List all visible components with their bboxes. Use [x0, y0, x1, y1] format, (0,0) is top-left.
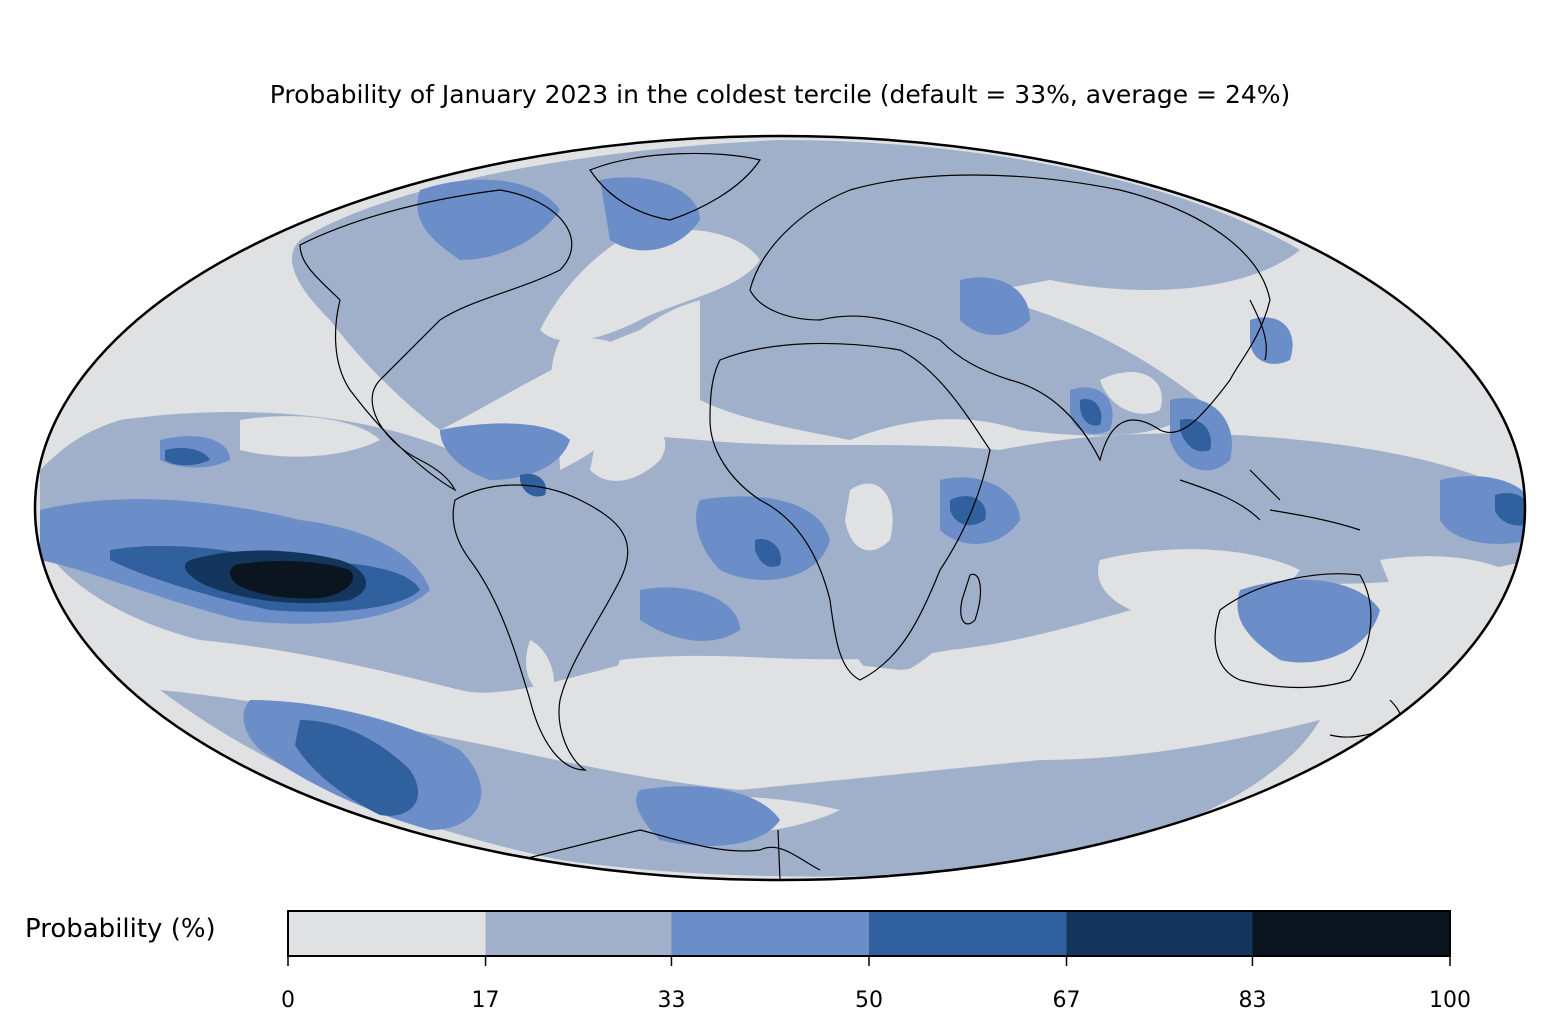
colorbar-tick-label: 83	[1238, 988, 1267, 1013]
colorbar-label: Probability (%)	[25, 914, 216, 944]
colorbar-bin-0	[288, 911, 487, 956]
colorbar-tick-label: 33	[657, 988, 686, 1013]
band-33-50	[40, 177, 1525, 846]
globe-outline	[33, 134, 1527, 882]
coastlines	[299, 152, 1403, 880]
colorbar-tick-label: 50	[855, 988, 883, 1013]
band-0-17	[130, 229, 1520, 834]
colorbar-bin-2	[671, 911, 870, 956]
colorbar-tick-label: 17	[471, 988, 500, 1013]
colorbar-bin-1	[485, 911, 672, 956]
colorbar-bin-5	[1252, 911, 1451, 956]
map-title: Probability of January 2023 in the colde…	[269, 80, 1291, 109]
colorbar-tick-label: 0	[281, 988, 295, 1013]
probability-fields	[40, 140, 1525, 877]
colorbar-bin-3	[869, 911, 1068, 956]
band-83-100	[230, 560, 354, 599]
colorbar	[287, 910, 1451, 966]
colorbar-tick-label: 67	[1052, 988, 1081, 1013]
colorbar-bin-4	[1066, 911, 1253, 956]
colorbar-tick-label: 100	[1429, 988, 1471, 1013]
